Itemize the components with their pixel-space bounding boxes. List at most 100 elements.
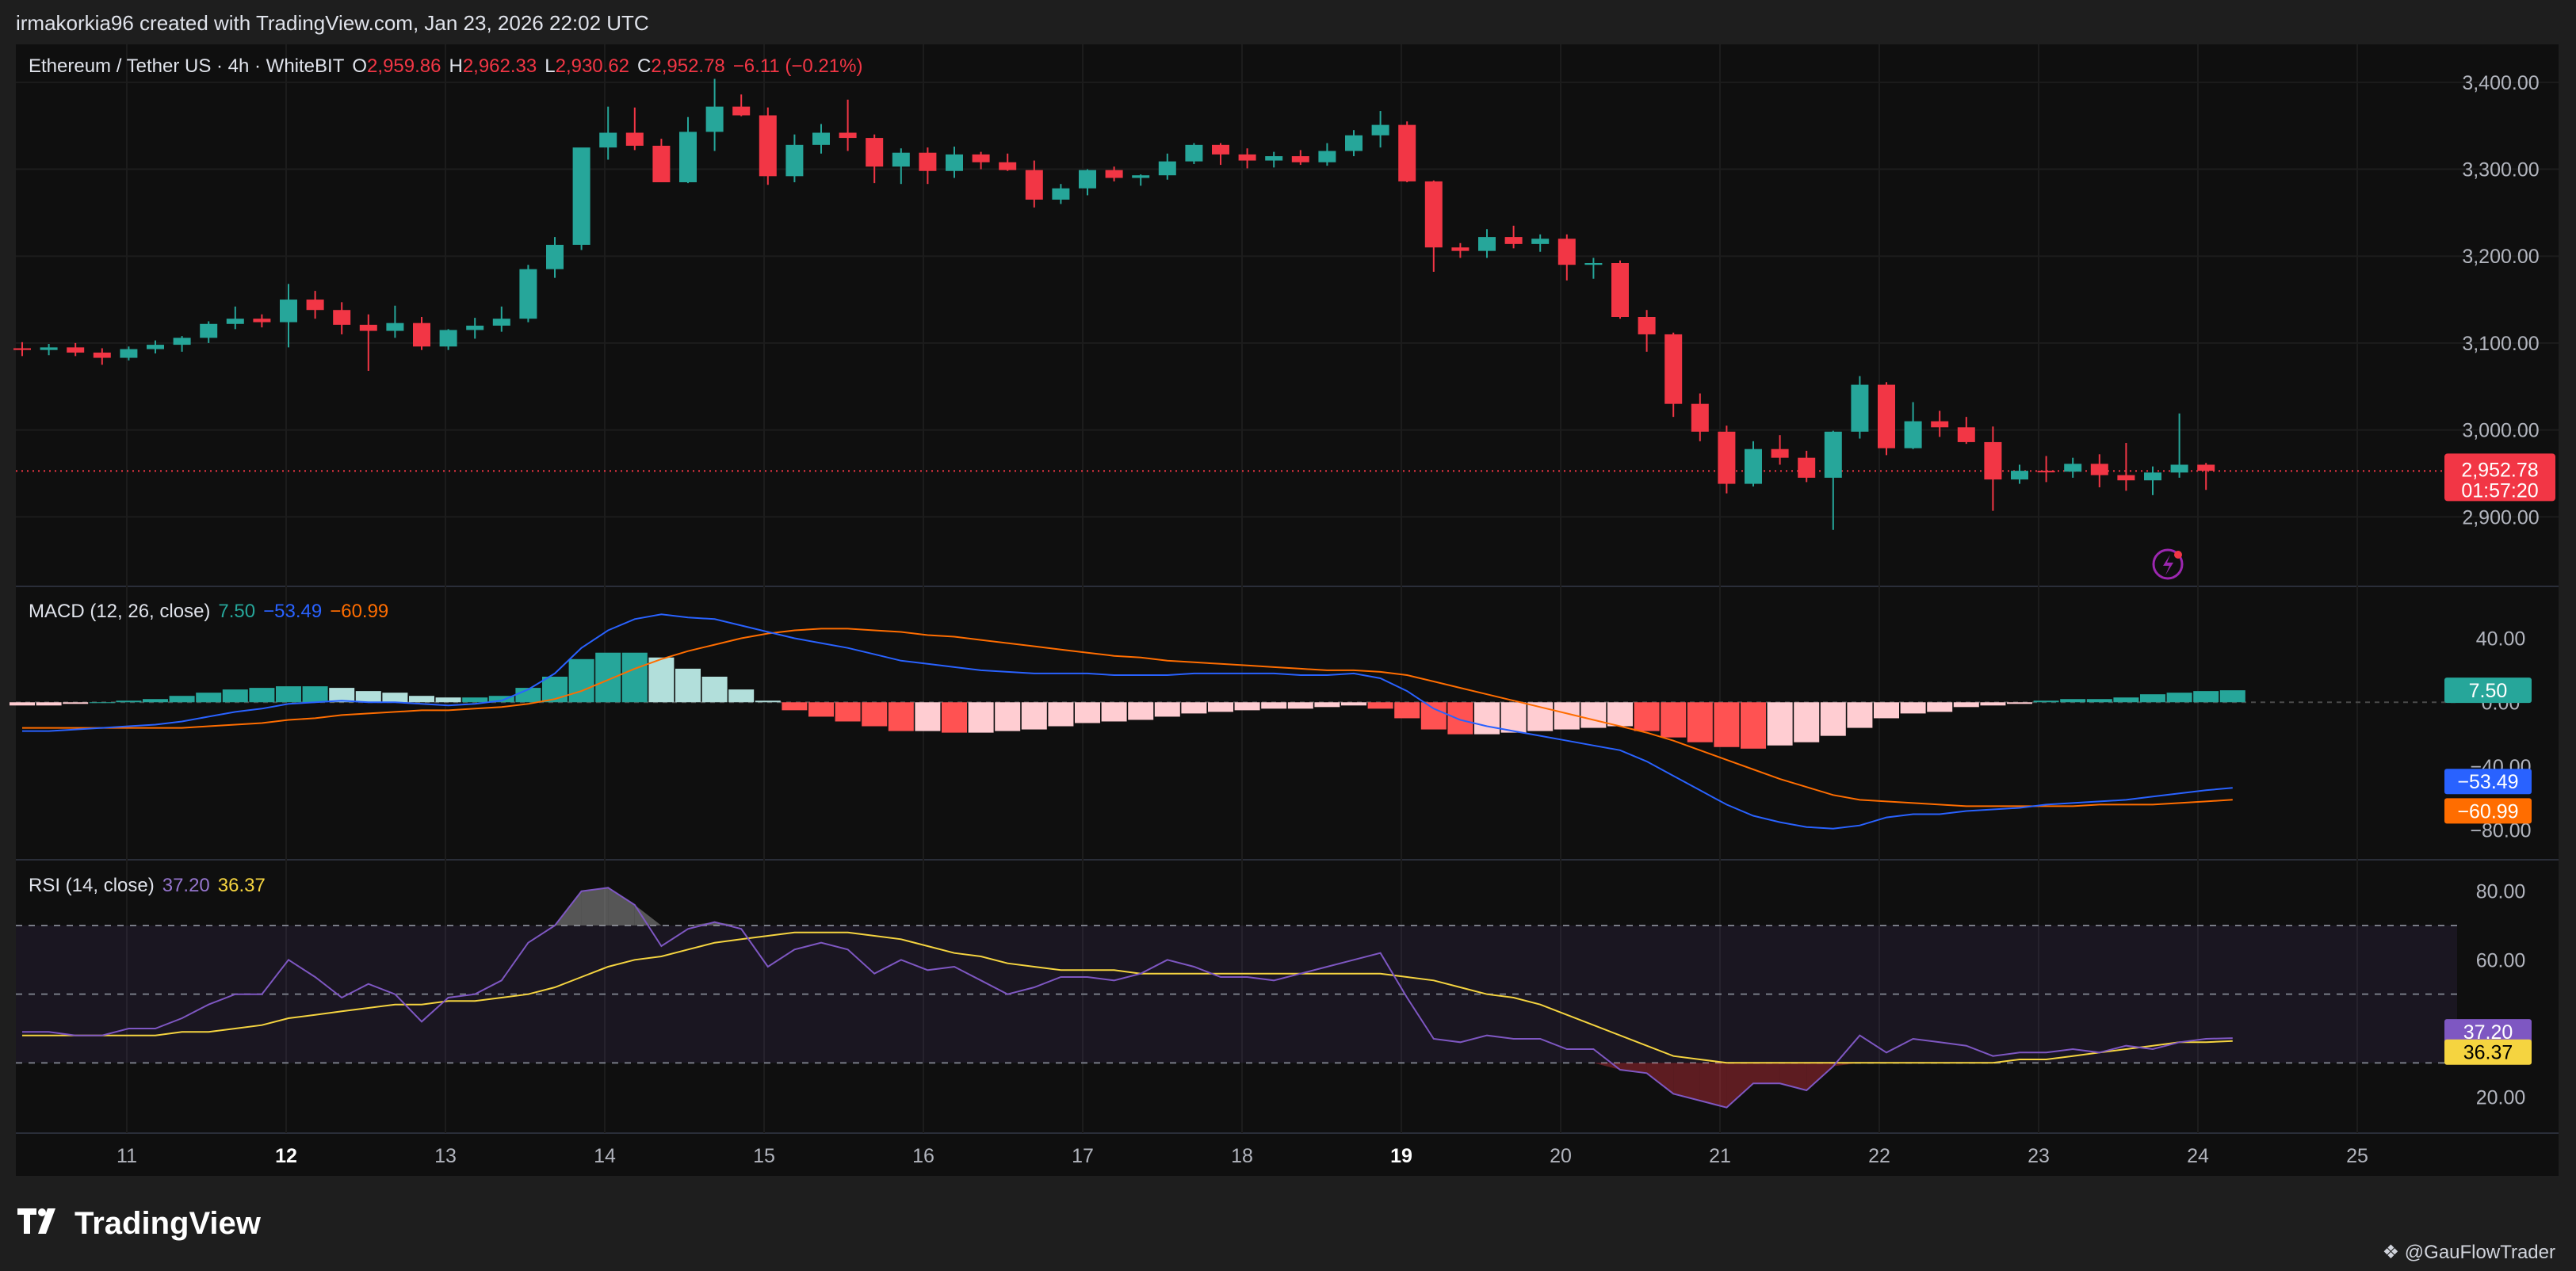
candle-body [1052, 188, 1070, 200]
macd-histogram-bar [63, 702, 89, 704]
x-tick-label: 16 [912, 1145, 934, 1167]
candle-body [1318, 151, 1336, 162]
candle-body [1478, 237, 1496, 251]
macd-histogram-bar [1128, 702, 1154, 720]
macd-histogram-bar [488, 696, 514, 703]
macd-histogram-bar [1607, 702, 1633, 727]
macd-histogram-bar [196, 693, 222, 703]
macd-histogram-bar [648, 657, 675, 703]
candle-body [1504, 237, 1523, 244]
x-tick-label: 20 [1550, 1145, 1572, 1167]
rsi-line [22, 887, 2233, 1109]
macd-histogram-bar [835, 702, 861, 722]
candle-body [253, 319, 271, 323]
candle-body [2037, 471, 2055, 473]
rsi-overbought-fill [688, 922, 715, 926]
price-tick-label: 3,300.00 [2462, 159, 2539, 181]
candle-body [1638, 317, 1656, 334]
candle-body [2090, 464, 2108, 475]
x-tick-label: 22 [1868, 1145, 1890, 1167]
macd-histogram-bar [355, 691, 381, 703]
candle-body [1584, 263, 1603, 265]
candle-body [812, 132, 830, 145]
candle-body [759, 115, 777, 177]
candle-body [599, 132, 617, 148]
candle-body [1664, 334, 1683, 404]
macd-histogram-bar [1394, 702, 1420, 719]
candle-body [1531, 239, 1550, 244]
macd-hist-badge [2444, 677, 2532, 704]
candle-body [67, 347, 85, 353]
candle-body [1132, 175, 1150, 178]
candle-body [1718, 431, 1736, 484]
price-tick-label: 3,000.00 [2462, 420, 2539, 442]
lightning-icon [2152, 548, 2184, 580]
macd-histogram-bar [276, 686, 301, 703]
rsi-oversold-fill [1673, 1063, 1700, 1101]
macd-value: −53.49 [263, 601, 323, 622]
header-credit: irmakorkia96 created with TradingView.co… [16, 11, 649, 35]
candle-body [1424, 181, 1443, 248]
rsi-badge [2444, 1019, 2532, 1045]
candle-body [652, 145, 671, 182]
macd-histogram-bar [2219, 690, 2245, 703]
candle-body [1984, 441, 2002, 480]
macd-histogram-bar [728, 689, 755, 703]
open-label: O [352, 55, 368, 77]
candle-body [200, 323, 218, 338]
macd-histogram-bar [595, 652, 621, 703]
macd-line [22, 613, 2233, 830]
macd-histogram-bar [222, 689, 248, 703]
macd-histogram-bar [701, 676, 728, 703]
candle-body [280, 300, 297, 323]
candle-body [1291, 156, 1309, 162]
macd-histogram-bar [1208, 702, 1233, 712]
x-tick-label: 14 [594, 1145, 616, 1167]
x-tick-label: 13 [434, 1145, 457, 1167]
macd-signal-value: −60.99 [330, 601, 389, 622]
macd-signal-badge [2444, 798, 2532, 824]
macd-hist-value: 7.50 [218, 601, 256, 622]
rsi-oversold-fill [1753, 1063, 1780, 1084]
tradingview-logo[interactable]: TradingView [17, 1206, 261, 1242]
price-tick-label: 3,100.00 [2462, 333, 2539, 355]
candle-body [1345, 135, 1363, 151]
macd-name: MACD (12, 26, close) [29, 601, 211, 622]
price-tick-label: 3,200.00 [2462, 246, 2539, 268]
candle-body [466, 325, 484, 330]
candle-body [120, 349, 138, 358]
rsi-tick-label: 80.00 [2476, 881, 2526, 903]
candle-body [2197, 464, 2215, 471]
author-icon: ❖ [2382, 1242, 2405, 1263]
macd-histogram-bar [1420, 702, 1447, 730]
candle-body [1745, 448, 1762, 484]
macd-histogram-bar [1661, 702, 1687, 738]
candle-body [1371, 124, 1389, 135]
macd-histogram-bar [2033, 700, 2059, 703]
candle-body [999, 162, 1017, 170]
macd-histogram-bar [169, 696, 195, 703]
macd-histogram-bar [942, 702, 967, 733]
macd-histogram-bar [808, 702, 834, 717]
macd-histogram-bar [36, 702, 62, 706]
candle-body [1185, 144, 1203, 162]
candle-body [2170, 464, 2188, 473]
macd-histogram-bar [621, 652, 648, 703]
macd-histogram-bar [249, 688, 275, 703]
candle-body [1105, 170, 1123, 178]
candle-body [439, 330, 457, 347]
x-tick-label: 25 [2346, 1145, 2368, 1167]
macd-histogram-bar [2166, 693, 2192, 703]
candle-body [1878, 384, 1895, 448]
high-value: 2,962.33 [462, 55, 537, 77]
candle-body [972, 154, 990, 162]
macd-histogram-bar [1500, 702, 1527, 733]
candle-body [1824, 431, 1842, 478]
candle-body [625, 132, 644, 146]
price-tick-label: 2,900.00 [2462, 506, 2539, 529]
symbol-name: Ethereum / Tether US · 4h · WhiteBIT [29, 55, 345, 77]
rsi-legend: RSI (14, close) 37.20 36.37 [29, 875, 273, 897]
macd-histogram-bar [995, 702, 1021, 731]
